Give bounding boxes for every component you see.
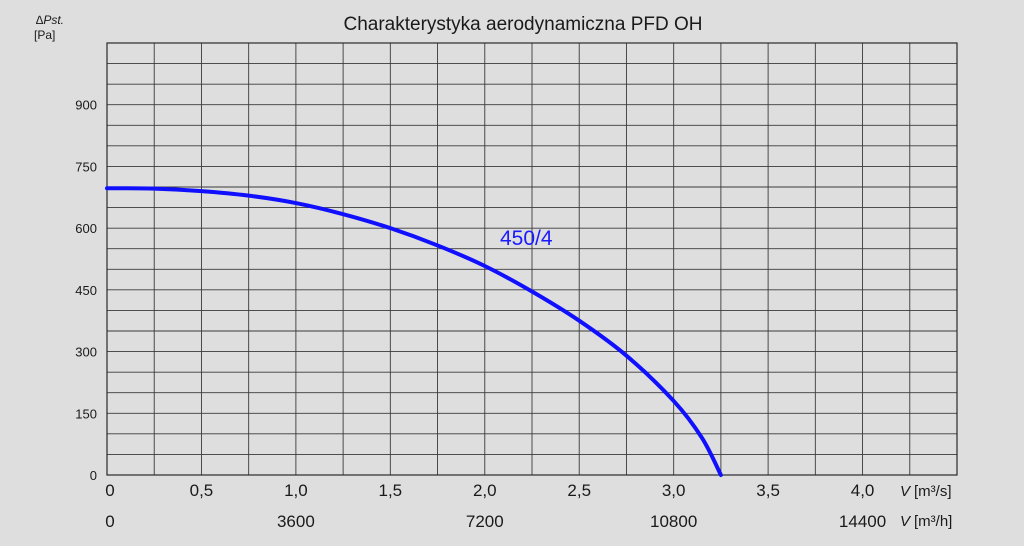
x-tick-label: 1,5	[379, 481, 403, 500]
x2-axis-symbol: V	[900, 513, 912, 530]
y-axis-label: ∆Pst.	[36, 13, 64, 27]
x-tick-label: 3,0	[662, 481, 686, 500]
x2-tick-label: 14400	[839, 512, 886, 531]
y-tick-label: 900	[75, 98, 97, 113]
plot-frame	[106, 42, 958, 476]
x-axis-symbol: V	[900, 483, 912, 500]
x-tick-label: 2,5	[567, 481, 591, 500]
x-tick-label: 2,0	[473, 481, 497, 500]
y-tick-label: 600	[75, 221, 97, 236]
y-tick-label: 150	[75, 406, 97, 421]
x2-axis-label: V [m³/h]	[900, 513, 952, 530]
chart-title: Charakterystyka aerodynamiczna PFD OH	[343, 14, 702, 35]
x2-tick-label: 7200	[466, 512, 504, 531]
x-tick-label: 3,5	[756, 481, 780, 500]
y-tick-label: 450	[75, 283, 97, 298]
x2-axis-unit: [m³/h]	[914, 513, 952, 530]
y-tick-labels: 900 750 600 450 300 150 0	[75, 98, 97, 483]
series-label: 450/4	[500, 227, 553, 250]
y-tick-label: 750	[75, 159, 97, 174]
y-tick-label: 300	[75, 345, 97, 360]
series-line	[105, 186, 723, 477]
y-tick-label: 0	[90, 468, 97, 483]
x-tick-label: 0	[105, 481, 114, 500]
x-tick-label: 4,0	[851, 481, 875, 500]
series-group	[105, 186, 723, 477]
x2-tick-labels: 0 3600 7200 10800 14400	[105, 512, 886, 531]
x-tick-label: 0,5	[190, 481, 214, 500]
x-tick-labels: 0 0,5 1,0 1,5 2,0 2,5 3,0 3,5 4,0	[105, 481, 874, 500]
x2-tick-label: 10800	[650, 512, 697, 531]
x2-tick-label: 0	[105, 512, 114, 531]
x-axis-unit: [m³/s]	[914, 483, 952, 500]
x-tick-label: 1,0	[284, 481, 308, 500]
x2-tick-label: 3600	[277, 512, 315, 531]
y-axis-unit: [Pa]	[34, 28, 55, 42]
grid	[106, 42, 958, 476]
x-axis-label: V [m³/s]	[900, 483, 952, 500]
